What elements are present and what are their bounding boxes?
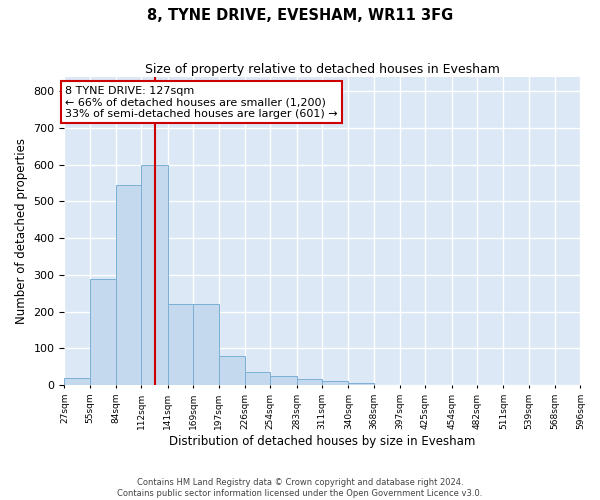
Bar <box>116 185 142 385</box>
Bar <box>64 378 90 385</box>
Text: 8, TYNE DRIVE, EVESHAM, WR11 3FG: 8, TYNE DRIVE, EVESHAM, WR11 3FG <box>147 8 453 22</box>
Text: 8 TYNE DRIVE: 127sqm
← 66% of detached houses are smaller (1,200)
33% of semi-de: 8 TYNE DRIVE: 127sqm ← 66% of detached h… <box>65 86 338 119</box>
Bar <box>296 380 322 385</box>
Bar <box>142 164 168 385</box>
Bar <box>90 278 116 385</box>
Bar <box>322 382 349 385</box>
Text: Contains HM Land Registry data © Crown copyright and database right 2024.
Contai: Contains HM Land Registry data © Crown c… <box>118 478 482 498</box>
Bar <box>193 304 218 385</box>
Bar <box>270 376 296 385</box>
X-axis label: Distribution of detached houses by size in Evesham: Distribution of detached houses by size … <box>169 434 476 448</box>
Bar <box>168 304 193 385</box>
Bar <box>349 383 374 385</box>
Bar <box>218 356 245 385</box>
Bar <box>245 372 270 385</box>
Y-axis label: Number of detached properties: Number of detached properties <box>15 138 28 324</box>
Title: Size of property relative to detached houses in Evesham: Size of property relative to detached ho… <box>145 62 500 76</box>
